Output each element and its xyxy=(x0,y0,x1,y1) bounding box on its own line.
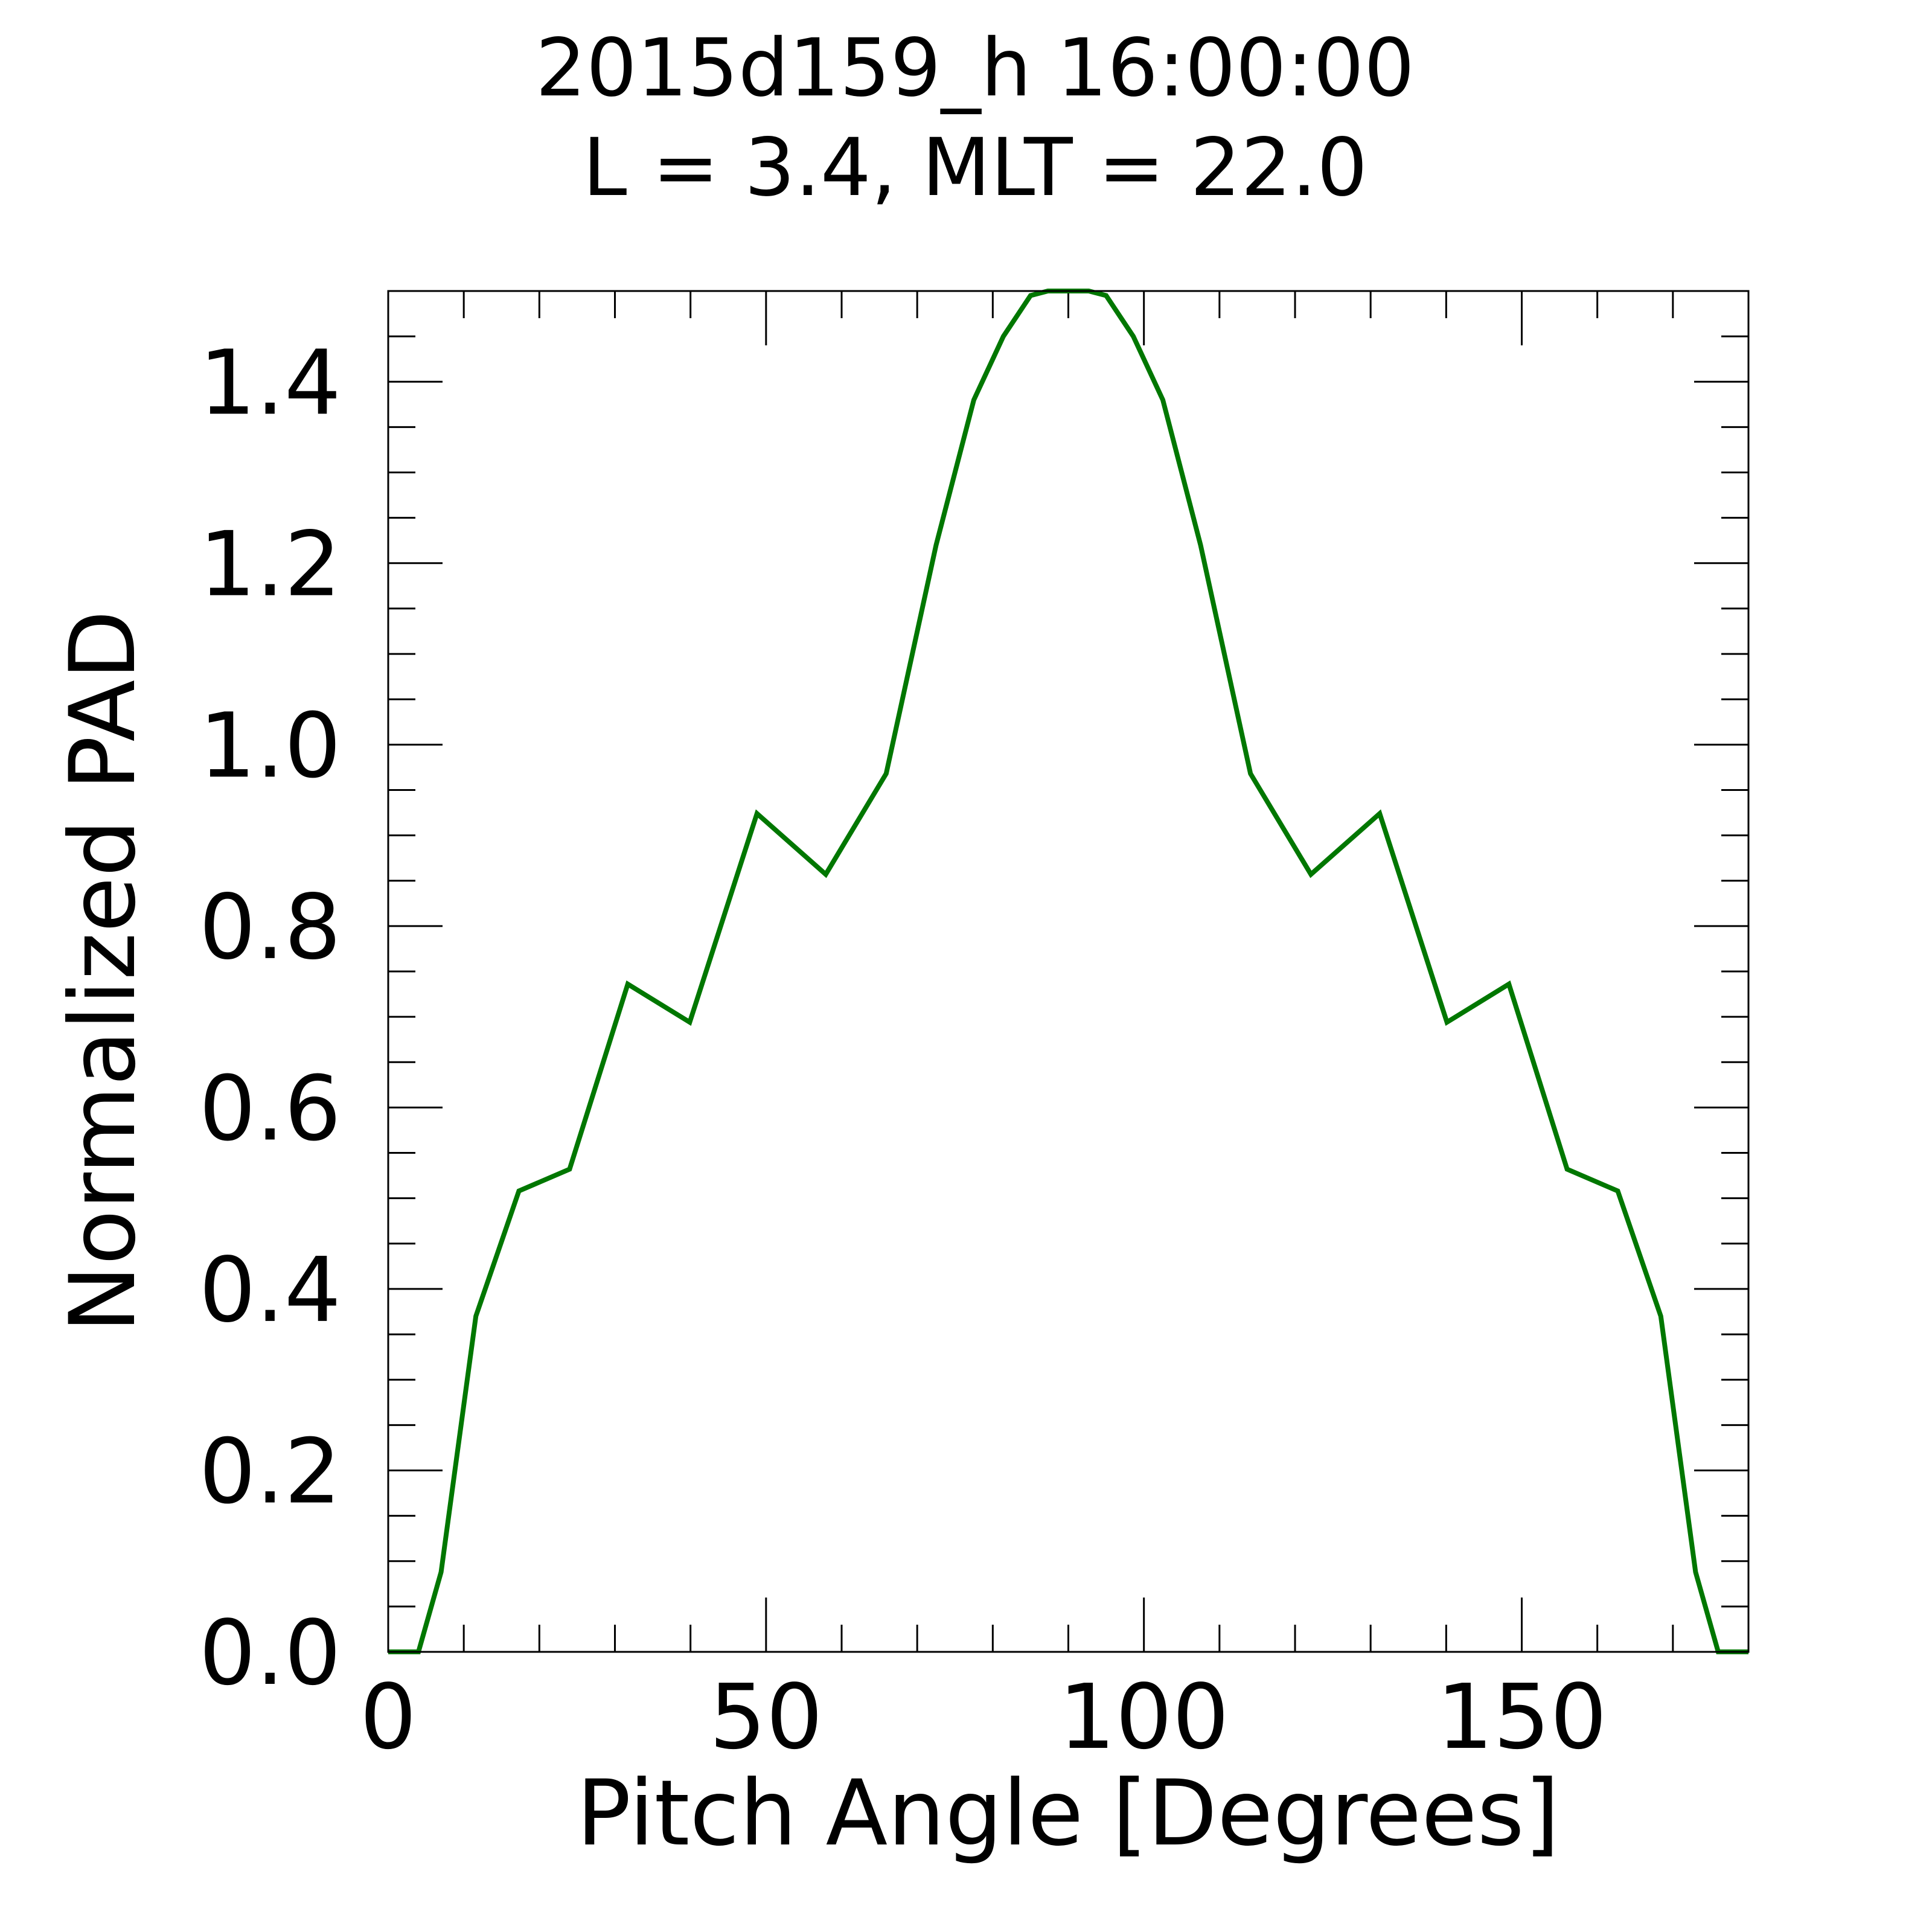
chart-title: 2015d159_h 16:00:00 xyxy=(536,22,1415,115)
x-tick-label: 100 xyxy=(1058,1665,1229,1769)
axis-tick-labels: 0 50 100 150 0.0 0.2 0.4 0.6 0.8 1.0 1.2 1.4 xyxy=(199,331,1607,1769)
x-axis-label: Pitch Angle [Degrees] xyxy=(577,1761,1560,1866)
x-tick-label: 50 xyxy=(709,1665,823,1769)
y-axis-label: Normalized PAD xyxy=(51,610,156,1332)
y-tick-label: 0.2 xyxy=(199,1419,341,1523)
x-tick-label: 0 xyxy=(360,1665,417,1769)
y-tick-label: 0.8 xyxy=(199,875,341,979)
y-tick-label: 1.0 xyxy=(199,694,341,798)
chart-subtitle: L = 3.4, MLT = 22.0 xyxy=(583,121,1367,214)
y-tick-label: 0.0 xyxy=(199,1601,341,1705)
x-tick-label: 150 xyxy=(1436,1665,1607,1769)
y-tick-label: 0.6 xyxy=(199,1057,341,1160)
axis-ticks xyxy=(387,291,1750,1653)
y-tick-label: 1.4 xyxy=(199,331,341,435)
y-tick-label: 1.2 xyxy=(199,513,341,616)
plot-frame xyxy=(387,290,1750,1653)
y-tick-label: 0.4 xyxy=(199,1238,341,1342)
